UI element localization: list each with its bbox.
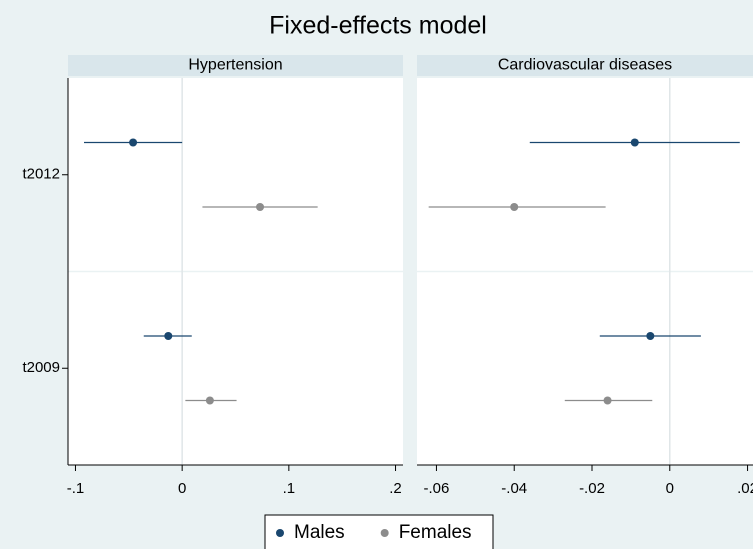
panel-header [417,55,753,76]
legend-marker [276,529,284,537]
x-tick-label: -.02 [579,480,605,497]
legend-box [264,514,494,549]
legend-label: Females [399,522,472,543]
y-tick-label: t2012 [22,166,60,183]
x-tick-label: .2 [389,480,402,497]
legend-label: Males [294,522,345,543]
point [164,332,173,340]
panel-header [68,55,403,76]
x-tick-label: 0 [666,480,674,497]
y-tick-label: t2009 [22,359,60,376]
point [510,203,519,211]
point [603,396,612,405]
point [256,203,265,211]
panel-title: Hypertension [188,57,282,74]
x-tick-label: 0 [178,480,186,497]
panel-title: Cardiovascular diseases [498,57,672,74]
point [129,138,138,147]
chart-title: Fixed-effects model [269,12,487,40]
legend-marker [380,529,389,537]
x-tick-label: -.1 [67,480,85,497]
point [205,396,214,405]
x-tick-label: -.04 [501,480,527,497]
x-tick-label: -.06 [424,480,450,497]
point [630,138,639,147]
x-tick-label: .1 [283,480,296,497]
point [646,332,655,340]
x-tick-label: .02 [737,480,753,497]
